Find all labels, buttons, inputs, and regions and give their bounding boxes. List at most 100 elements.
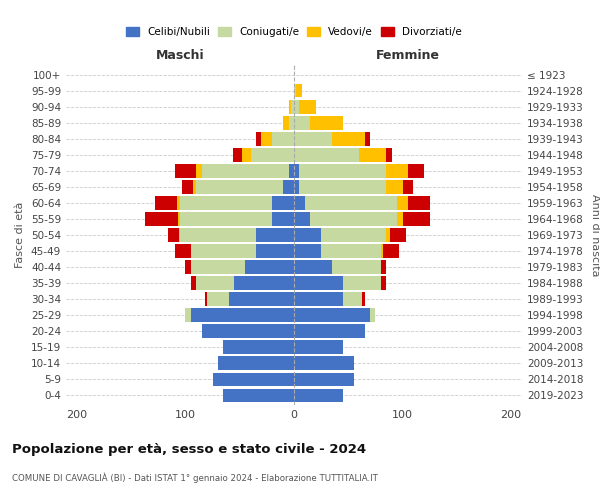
Bar (294, 324, 365, 338)
Bar (299, 100, 316, 114)
Bar (178, 212, 180, 226)
Bar (299, 164, 386, 177)
Bar (381, 260, 386, 274)
Bar (196, 276, 234, 290)
Bar (234, 276, 294, 290)
Bar (408, 196, 430, 209)
Bar (202, 164, 289, 177)
Bar (294, 180, 299, 194)
Legend: Celibi/Nubili, Coniugati/e, Vedovi/e, Divorziati/e: Celibi/Nubili, Coniugati/e, Vedovi/e, Di… (122, 22, 466, 41)
Bar (191, 244, 256, 258)
Bar (289, 164, 294, 177)
Bar (196, 164, 202, 177)
Bar (294, 100, 299, 114)
Y-axis label: Fasce di età: Fasce di età (16, 202, 25, 268)
Text: Popolazione per età, sesso e stato civile - 2024: Popolazione per età, sesso e stato civil… (12, 442, 366, 456)
Text: COMUNE DI CAVAGLIÀ (BI) - Dati ISTAT 1° gennaio 2024 - Elaborazione TUTTITALIA.I: COMUNE DI CAVAGLIÀ (BI) - Dati ISTAT 1° … (12, 472, 378, 483)
Bar (294, 292, 343, 306)
Bar (245, 260, 294, 274)
Bar (403, 180, 413, 194)
Bar (155, 196, 177, 209)
Text: Femmine: Femmine (376, 49, 440, 62)
Bar (305, 196, 397, 209)
Bar (251, 148, 294, 162)
Bar (145, 212, 178, 226)
Bar (205, 292, 207, 306)
Bar (262, 132, 272, 145)
Bar (294, 164, 299, 177)
Bar (362, 292, 365, 306)
Bar (191, 260, 245, 274)
Bar (381, 276, 386, 290)
Bar (283, 116, 289, 130)
Bar (175, 244, 191, 258)
Bar (223, 340, 294, 354)
Y-axis label: Anni di nascita: Anni di nascita (590, 194, 600, 276)
Bar (180, 212, 272, 226)
Bar (294, 356, 354, 370)
Bar (403, 212, 430, 226)
Bar (294, 212, 310, 226)
Bar (386, 164, 408, 177)
Bar (296, 84, 302, 98)
Bar (294, 372, 354, 386)
Bar (218, 356, 294, 370)
Bar (332, 260, 381, 274)
Bar (321, 244, 381, 258)
Bar (242, 148, 251, 162)
Bar (294, 196, 305, 209)
Bar (202, 324, 294, 338)
Bar (256, 228, 294, 242)
Bar (359, 148, 386, 162)
Bar (193, 180, 196, 194)
Bar (408, 164, 424, 177)
Bar (294, 148, 359, 162)
Bar (294, 84, 296, 98)
Bar (207, 292, 229, 306)
Bar (256, 244, 294, 258)
Bar (289, 100, 291, 114)
Bar (272, 132, 294, 145)
Bar (294, 244, 321, 258)
Bar (365, 132, 370, 145)
Bar (294, 260, 332, 274)
Bar (299, 180, 386, 194)
Bar (179, 228, 180, 242)
Bar (370, 308, 376, 322)
Bar (175, 164, 196, 177)
Bar (233, 148, 242, 162)
Bar (294, 132, 332, 145)
Bar (310, 212, 397, 226)
Bar (185, 260, 191, 274)
Bar (294, 388, 343, 402)
Bar (180, 228, 256, 242)
Bar (343, 292, 362, 306)
Bar (283, 180, 294, 194)
Bar (381, 244, 383, 258)
Bar (177, 196, 180, 209)
Bar (321, 228, 386, 242)
Bar (397, 196, 408, 209)
Bar (294, 340, 343, 354)
Bar (386, 228, 389, 242)
Bar (223, 388, 294, 402)
Bar (272, 212, 294, 226)
Bar (168, 228, 179, 242)
Bar (272, 196, 294, 209)
Bar (182, 180, 193, 194)
Bar (229, 292, 294, 306)
Bar (294, 116, 310, 130)
Bar (294, 276, 343, 290)
Bar (310, 116, 343, 130)
Bar (389, 228, 406, 242)
Bar (289, 116, 294, 130)
Bar (386, 180, 403, 194)
Text: Maschi: Maschi (155, 49, 205, 62)
Bar (185, 308, 191, 322)
Bar (291, 100, 294, 114)
Bar (294, 308, 370, 322)
Bar (256, 132, 262, 145)
Bar (212, 372, 294, 386)
Bar (196, 180, 283, 194)
Bar (332, 132, 365, 145)
